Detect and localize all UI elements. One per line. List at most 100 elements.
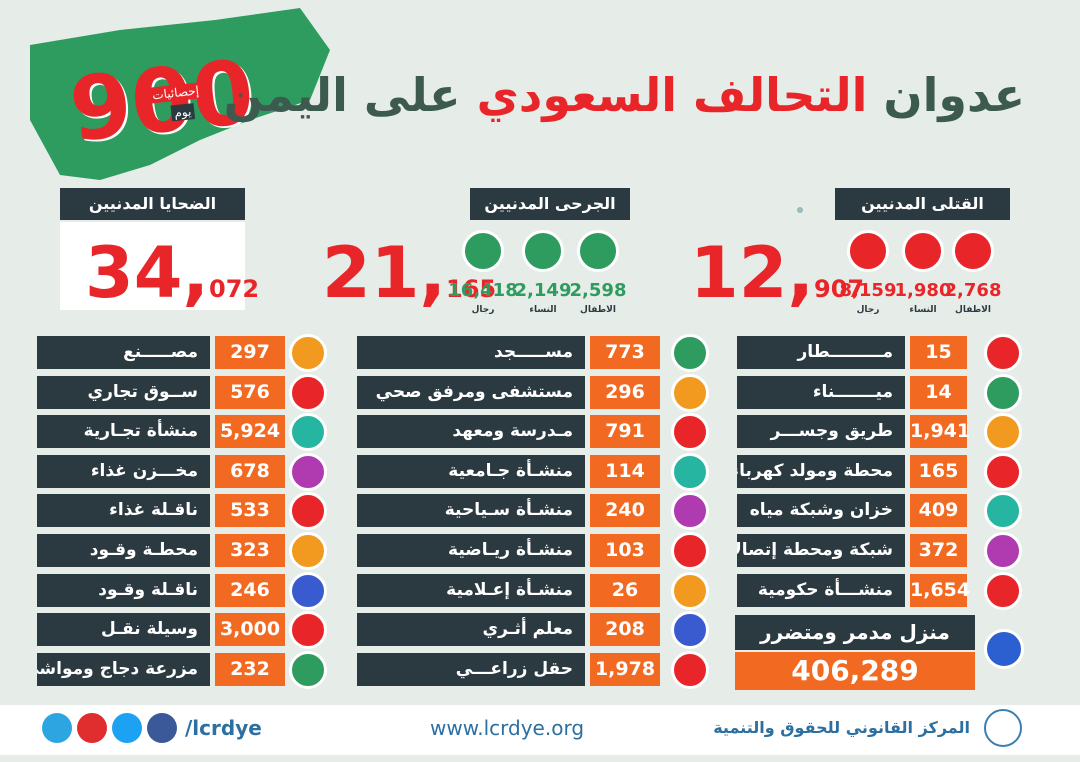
breakdown-label: الاطفال [580, 305, 616, 315]
row-icon [984, 373, 1022, 412]
houses-value: 406,289 [735, 652, 975, 690]
row-value: 208 [590, 613, 660, 647]
org-name: المركز القانوني للحقوق والتنمية [713, 718, 970, 737]
row-icon [671, 413, 709, 452]
row-label: ميـــــــناء [737, 375, 905, 409]
person-icon [902, 230, 944, 272]
panel-header: القتلى المدنيين [835, 188, 1010, 220]
breakdown-value: 1,980 [894, 280, 952, 301]
row-label: منشأة تجـارية [37, 415, 210, 449]
row-icon [671, 650, 709, 689]
row-label: منشـأة جـامعية [357, 454, 585, 488]
title-text: على اليمن [223, 68, 461, 122]
row-icon [984, 492, 1022, 531]
row-icon [289, 532, 327, 570]
row-label: مســـــجد [357, 336, 585, 369]
row-icon [671, 611, 709, 650]
row-label: مصـــــنع [37, 336, 210, 369]
title-text: عدوان [883, 68, 1025, 122]
breakdown-label: رجال [856, 305, 880, 315]
panel-header: الجرحى المدنيين [470, 188, 630, 220]
total-major: 12, [690, 232, 815, 314]
breakdown-label: رجال [471, 305, 495, 315]
row-icon [289, 452, 327, 491]
person-icon [952, 230, 994, 272]
row-label: محطـة وقـود [37, 534, 210, 567]
row-icon [289, 492, 327, 531]
total-minor: 165 [446, 275, 497, 303]
row-icon [984, 413, 1022, 452]
row-value: 15 [910, 336, 967, 369]
row-value: 576 [215, 375, 285, 409]
total-major: 34, [85, 232, 210, 314]
row-value: 791 [590, 415, 660, 449]
total: 34,072 [85, 238, 259, 324]
row-label: ناقـلة غذاء [37, 494, 210, 528]
website[interactable]: www.lcrdye.org [430, 716, 585, 740]
person-icon [462, 230, 504, 272]
row-icon [289, 571, 327, 610]
row-value: 372 [910, 534, 967, 567]
facebook-icon[interactable] [147, 713, 177, 743]
row-icon [984, 571, 1022, 610]
breakdown-value: 16,418 [448, 280, 518, 301]
row-value: 297 [215, 336, 285, 369]
row-value: 114 [590, 454, 660, 488]
panel-box [60, 222, 245, 310]
person-icon [522, 230, 564, 272]
row-label: منشـأة إعـلامية [357, 573, 585, 607]
row-value: 296 [590, 375, 660, 409]
row-label: منشـأة ريـاضية [357, 534, 585, 567]
row-icon [671, 452, 709, 491]
row-value: 3,000 [215, 613, 285, 647]
row-label: ســوق تجاري [37, 375, 210, 409]
houses-label: منزل مدمر ومتضرر [735, 615, 975, 650]
row-value: 323 [215, 534, 285, 567]
breakdown-value: 2,149 [514, 280, 572, 301]
youtube-icon[interactable] [77, 713, 107, 743]
row-icon [289, 413, 327, 452]
footer-bar [0, 705, 1080, 755]
badge-label: يوم [170, 103, 196, 122]
row-value: 240 [590, 494, 660, 528]
row-icon [671, 492, 709, 531]
row-label: وسيلة نقـل [37, 613, 210, 647]
row-icon [984, 532, 1022, 570]
telegram-icon[interactable] [42, 713, 72, 743]
total-minor: 907 [814, 275, 865, 303]
breakdown-label: النساء [909, 305, 937, 315]
row-label: خزان وشبكة مياه [737, 494, 905, 528]
social-handle[interactable]: /lcrdye [185, 716, 262, 740]
row-label: شبكة ومحطة إتصالات [737, 534, 905, 567]
breakdown-value: 8,159 [839, 280, 897, 301]
row-icon [671, 334, 709, 372]
row-label: معلم أثـري [357, 613, 585, 647]
row-icon [984, 452, 1022, 491]
row-icon [671, 532, 709, 570]
row-value: 1,978 [590, 652, 660, 686]
total: 12,907 [690, 238, 864, 324]
row-label: مـدرسة ومعهد [357, 415, 585, 449]
row-label: مخـــزن غذاء [37, 454, 210, 488]
breakdown-value: 2,768 [944, 280, 1002, 301]
row-label: حقل زراعـــي [357, 652, 585, 686]
breakdown-label: النساء [529, 305, 557, 315]
row-icon [289, 650, 327, 689]
houses-icon [984, 629, 1024, 669]
total-major: 21, [322, 232, 447, 314]
person-icon [577, 230, 619, 272]
row-label: محطة ومولد كهرباء [737, 454, 905, 488]
decor [797, 207, 803, 213]
row-icon [984, 334, 1022, 372]
total: 21,165 [322, 238, 496, 324]
total-minor: 072 [209, 275, 260, 303]
row-value: 165 [910, 454, 967, 488]
row-value: 409 [910, 494, 967, 528]
row-label: مـــــــــطار [737, 336, 905, 369]
row-value: 1,654 [910, 573, 970, 607]
twitter-icon[interactable] [112, 713, 142, 743]
row-value: 533 [215, 494, 285, 528]
row-value: 14 [910, 375, 967, 409]
